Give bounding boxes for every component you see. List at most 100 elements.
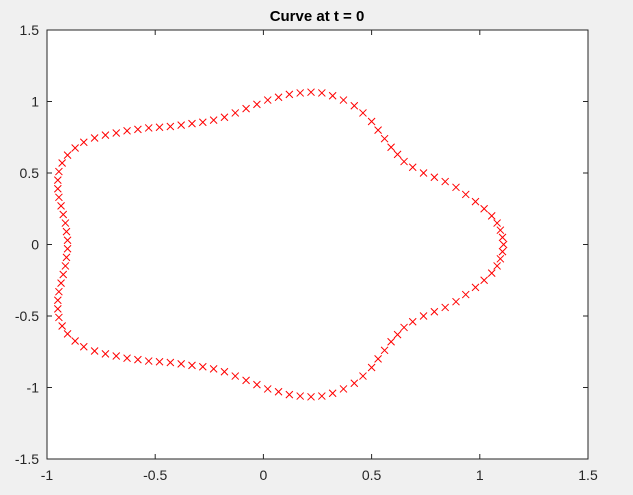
data-point — [53, 296, 62, 305]
data-point — [350, 101, 359, 110]
data-point — [63, 330, 72, 338]
data-point — [63, 151, 72, 159]
data-point — [328, 91, 337, 100]
data-point — [209, 365, 218, 373]
data-point — [62, 227, 71, 236]
data-point — [71, 337, 79, 345]
data-point — [55, 313, 63, 322]
data-point — [274, 387, 283, 396]
data-point — [285, 90, 294, 99]
data-point — [441, 303, 450, 312]
x-tick-label: 0.5 — [362, 467, 382, 483]
data-point — [112, 129, 121, 137]
data-point — [177, 121, 186, 129]
curve-markers — [53, 88, 508, 401]
data-point — [307, 392, 315, 401]
y-tick-label: -1 — [27, 380, 40, 396]
data-point — [400, 323, 408, 332]
plot-area — [46, 29, 589, 460]
y-tick-label: 1 — [31, 94, 39, 110]
data-point — [55, 167, 63, 176]
chart-title: Curve at t = 0 — [270, 8, 365, 25]
data-point — [155, 357, 164, 366]
data-point — [144, 124, 153, 132]
data-point — [231, 372, 240, 380]
data-point — [90, 347, 99, 355]
data-point — [496, 226, 505, 235]
data-point — [307, 88, 315, 97]
data-point — [112, 352, 121, 360]
data-point — [58, 159, 67, 167]
data-point — [242, 104, 250, 113]
data-point — [59, 210, 68, 219]
data-point — [59, 270, 68, 279]
data-point — [188, 361, 196, 370]
data-point — [63, 244, 72, 253]
y-tick-label: -0.5 — [15, 308, 39, 324]
data-point — [253, 100, 261, 109]
x-tick-label: -0.5 — [143, 467, 167, 483]
data-point — [274, 93, 283, 102]
data-point — [487, 269, 496, 277]
data-point — [155, 123, 164, 132]
data-point — [367, 363, 376, 372]
x-tick-label: 0 — [260, 467, 268, 483]
data-point — [471, 283, 480, 292]
x-tick-label: 1.5 — [578, 467, 598, 483]
y-tick-label: 1.5 — [20, 22, 40, 38]
data-point — [393, 150, 402, 159]
data-point — [419, 312, 428, 320]
data-point — [90, 134, 99, 142]
data-point — [317, 89, 326, 97]
data-point — [496, 254, 505, 263]
data-point — [285, 390, 294, 399]
data-point — [198, 118, 207, 127]
data-point — [499, 240, 508, 249]
data-point — [498, 247, 507, 256]
data-point — [61, 262, 70, 270]
data-point — [296, 392, 305, 400]
data-point — [220, 367, 229, 376]
data-point — [144, 357, 153, 365]
data-point — [339, 385, 348, 393]
data-point — [57, 202, 65, 210]
data-point — [263, 385, 272, 393]
data-point — [380, 134, 389, 143]
data-point — [79, 342, 88, 351]
data-point — [166, 358, 175, 367]
data-point — [220, 113, 229, 122]
data-point — [461, 290, 470, 299]
data-point — [374, 126, 382, 134]
data-point — [58, 322, 67, 330]
data-point — [487, 212, 496, 220]
data-point — [57, 279, 65, 287]
data-point — [101, 350, 110, 358]
data-point — [387, 337, 395, 346]
y-tick-label: -1.5 — [15, 451, 39, 467]
data-point — [480, 276, 488, 285]
data-point — [498, 233, 507, 242]
data-point — [452, 297, 460, 306]
data-point — [400, 157, 408, 166]
data-point — [231, 109, 240, 117]
data-point — [242, 376, 250, 385]
y-tick-label: 0 — [31, 237, 39, 253]
data-point — [380, 346, 389, 355]
data-point — [55, 287, 63, 296]
data-point — [328, 389, 337, 398]
data-point — [166, 122, 175, 131]
data-point — [63, 236, 72, 245]
data-point — [359, 109, 367, 117]
data-point — [209, 116, 218, 124]
data-point — [471, 197, 480, 206]
data-point — [177, 360, 186, 368]
data-point — [71, 144, 79, 152]
data-point — [317, 392, 326, 400]
data-point — [452, 183, 460, 192]
data-point — [53, 304, 62, 313]
data-point — [134, 125, 142, 134]
data-point — [62, 253, 71, 262]
data-point — [134, 355, 142, 364]
data-point — [55, 193, 63, 202]
